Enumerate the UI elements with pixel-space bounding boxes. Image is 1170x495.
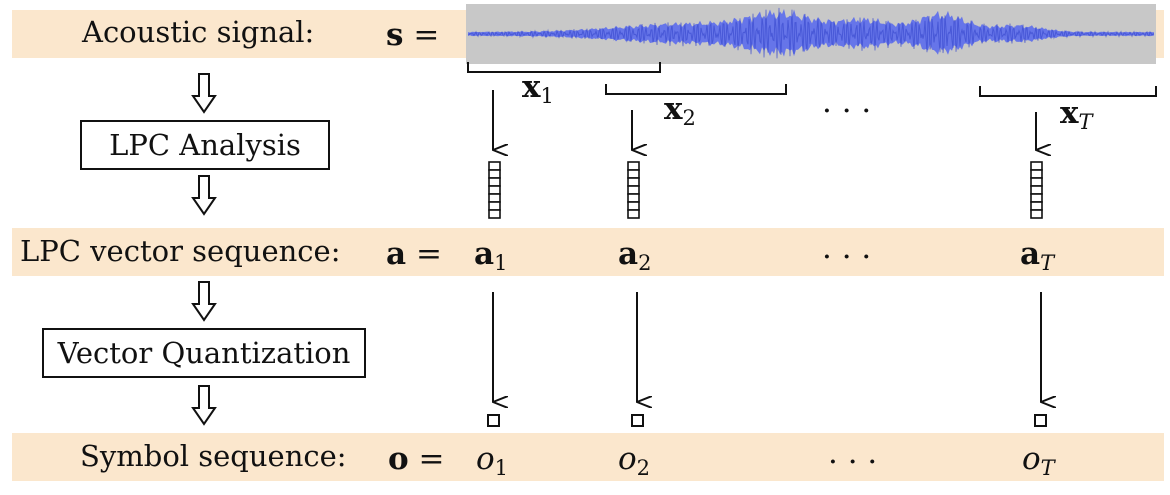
vector-cell [488, 169, 501, 179]
flow-arrow-1 [191, 73, 217, 114]
lpc-vector-band [12, 228, 1164, 276]
vector-cell [1030, 201, 1043, 211]
symbol-sequence-label: Symbol sequence: [80, 439, 347, 473]
vector-cell [627, 169, 640, 179]
symbol-oT: oT [1022, 441, 1055, 480]
symbol-square-2 [631, 414, 644, 427]
vector-quantization-box: Vector Quantization [42, 328, 366, 378]
symbol-sequence-equation: o = [388, 441, 445, 477]
symbol-o2: o2 [618, 441, 651, 480]
acoustic-signal-label: Acoustic signal: [82, 15, 315, 49]
symbol-square-T [1034, 414, 1047, 427]
vector-cell [488, 161, 501, 171]
vector-cell [1030, 161, 1043, 171]
frame-bracket-x1 [467, 62, 661, 73]
lpc-vector-glyph-2 [627, 161, 640, 219]
symbol-sequence-band [12, 433, 1164, 481]
vector-cell [627, 201, 640, 211]
acoustic-signal-equation: s = [386, 17, 440, 53]
symbol-ellipsis: · · · [828, 444, 878, 480]
lpc-vector-glyph-T [1030, 161, 1043, 219]
lpc-vector-aT: aT [1020, 236, 1055, 275]
vector-cell [627, 161, 640, 171]
vector-cell [627, 177, 640, 187]
frame-x1-label: x1 [522, 69, 554, 108]
symbol-o1: o1 [476, 441, 509, 480]
lpc-vector-ellipsis: · · · [822, 239, 872, 275]
frame-bracket-x2 [605, 84, 787, 95]
vector-cell [488, 201, 501, 211]
vector-cell [488, 177, 501, 187]
flow-arrow-2 [191, 175, 217, 216]
vector-cell [1030, 209, 1043, 219]
vector-cell [627, 185, 640, 195]
frame-x2-label: x2 [664, 91, 696, 130]
symbol-square-1 [487, 414, 500, 427]
lpc-analysis-box: LPC Analysis [80, 120, 330, 170]
vector-cell [627, 193, 640, 203]
vector-cell [1030, 169, 1043, 179]
vector-cell [488, 193, 501, 203]
lpc-vector-a1: a1 [474, 236, 508, 275]
frame-ellipsis: · · · [822, 93, 872, 129]
vector-cell [1030, 185, 1043, 195]
lpc-vector-sequence-label: LPC vector sequence: [20, 234, 341, 268]
lpc-vector-glyph-1 [488, 161, 501, 219]
frame-xT-label: xT [1060, 95, 1093, 134]
vector-cell [488, 185, 501, 195]
flow-arrow-4 [191, 385, 217, 426]
vector-cell [488, 209, 501, 219]
vector-cell [627, 209, 640, 219]
vector-cell [1030, 193, 1043, 203]
flow-arrow-3 [191, 281, 217, 322]
vector-cell [1030, 177, 1043, 187]
lpc-vector-equation: a = [386, 236, 442, 272]
lpc-vector-a2: a2 [618, 236, 652, 275]
